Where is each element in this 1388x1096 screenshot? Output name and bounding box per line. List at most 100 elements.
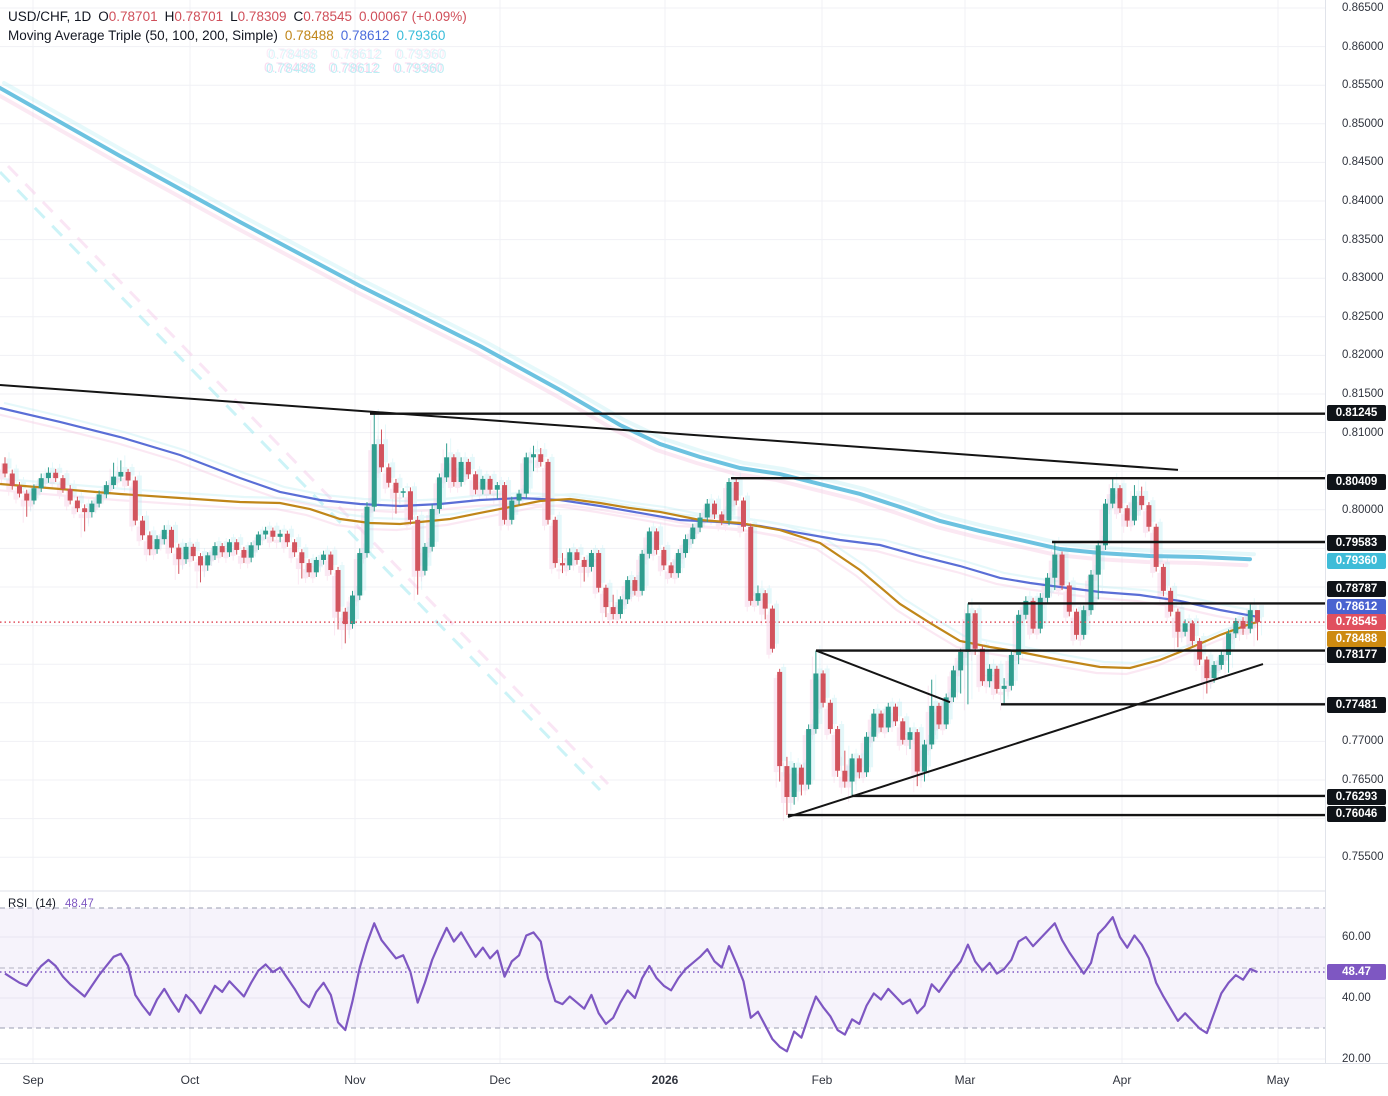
candle-down xyxy=(882,708,888,723)
candle-up xyxy=(397,497,403,499)
candle-down xyxy=(281,539,287,549)
candle-down xyxy=(897,701,903,717)
candle-down xyxy=(784,766,790,797)
candle-up xyxy=(281,528,287,532)
symbol-title[interactable]: USD/CHF, 1D xyxy=(8,9,92,24)
candle-up xyxy=(440,463,446,484)
diagonal-trendline[interactable] xyxy=(787,663,1264,818)
candle-up xyxy=(516,493,522,501)
candle-down xyxy=(578,547,584,555)
month-label-nov[interactable]: Nov xyxy=(344,1073,366,1087)
candle-up xyxy=(252,540,258,552)
candle-up xyxy=(1211,664,1217,679)
candle-up xyxy=(361,512,366,560)
ma-indicator-row[interactable]: Moving Average Triple (50, 100, 200, Sim… xyxy=(8,27,467,45)
candle-up xyxy=(1077,616,1083,641)
rsi-legend[interactable]: RSI (14) 48.47 xyxy=(8,898,94,910)
candle-down xyxy=(1201,636,1207,655)
sma200-line xyxy=(2,80,1256,557)
candle-down xyxy=(1172,585,1178,607)
candle-down xyxy=(1139,495,1145,506)
candle-up xyxy=(1114,483,1120,499)
candle-down xyxy=(1027,606,1033,635)
candle-up xyxy=(375,439,381,502)
price-tick-label: 0.85500 xyxy=(1342,79,1384,92)
sma100-line xyxy=(0,406,1259,619)
symbol-ohlc-row[interactable]: USD/CHF, 1D O0.78701 H0.78701 L0.78309 C… xyxy=(8,8,467,26)
candle-down xyxy=(462,467,468,481)
candle-down xyxy=(549,525,555,570)
candle-up xyxy=(248,545,254,558)
candle-up xyxy=(802,735,808,791)
candle-down xyxy=(306,563,312,573)
candle-down xyxy=(288,548,294,559)
candle-up xyxy=(694,523,700,534)
candle-down xyxy=(856,758,862,773)
candle-down xyxy=(824,708,830,736)
candle-up xyxy=(875,708,881,732)
candle-up xyxy=(111,476,117,486)
candle-up xyxy=(158,535,164,546)
candle-down xyxy=(658,526,664,545)
candle-down xyxy=(777,671,783,767)
candle-down xyxy=(773,603,779,644)
trendlines[interactable] xyxy=(0,383,1325,818)
month-label-may[interactable]: May xyxy=(1266,1073,1290,1087)
candle-down xyxy=(842,770,848,782)
month-label-feb[interactable]: Feb xyxy=(811,1073,833,1087)
candle-up xyxy=(867,719,873,743)
candle-up xyxy=(165,524,171,535)
candle-up xyxy=(929,705,935,745)
candle-up xyxy=(527,452,533,489)
candle-down xyxy=(846,765,852,777)
price-tick-label: 0.86000 xyxy=(1342,40,1384,53)
candle-up xyxy=(277,533,283,537)
candle-down xyxy=(6,458,12,469)
candle-down xyxy=(636,575,642,586)
candle-down xyxy=(245,544,251,553)
candle-up xyxy=(1005,680,1011,684)
candle-up xyxy=(1088,574,1094,611)
month-label-apr[interactable]: Apr xyxy=(1112,1073,1132,1087)
price-level-badge: 0.77481 xyxy=(1327,697,1386,713)
candle-up xyxy=(1218,654,1224,665)
candle-down xyxy=(328,554,334,571)
candle-up xyxy=(806,729,812,785)
candle-up xyxy=(154,539,160,550)
price-axis[interactable]: 0.86500 0.86000 0.85500 0.85000 0.84500 0.840… xyxy=(1325,0,1388,1065)
candle-down xyxy=(194,541,200,552)
candle-down xyxy=(1146,505,1152,527)
month-label-oct[interactable]: Oct xyxy=(180,1073,200,1087)
time-axis[interactable]: Sep Oct Nov Dec 2026 Feb Mar Apr May xyxy=(0,1063,1388,1096)
candle-down xyxy=(386,467,392,483)
candle-down xyxy=(194,562,200,572)
candle-down xyxy=(1175,611,1181,632)
candle-down xyxy=(940,700,946,720)
candle-down xyxy=(415,519,421,571)
candle-down xyxy=(16,485,22,494)
price-level-badge: 0.78488 xyxy=(1327,631,1386,647)
candle-down xyxy=(60,478,66,489)
candle-down xyxy=(144,515,150,531)
month-label-sep[interactable]: Sep xyxy=(22,1073,44,1087)
candle-down xyxy=(86,503,92,508)
month-label-dec[interactable]: Dec xyxy=(489,1073,511,1087)
month-label-mar[interactable]: Mar xyxy=(954,1073,976,1087)
candle-up xyxy=(520,463,526,500)
candle-down xyxy=(1056,560,1062,592)
candle-down xyxy=(1070,617,1076,641)
candle-up xyxy=(476,484,482,496)
candle-up xyxy=(353,559,359,602)
ma-indicator-title[interactable]: Moving Average Triple (50, 100, 200, Sim… xyxy=(8,28,278,43)
candle-down xyxy=(407,491,413,520)
candle-down xyxy=(447,463,453,489)
candle-up xyxy=(809,679,815,736)
candle-up xyxy=(639,553,645,591)
diagonal-trendline[interactable] xyxy=(0,383,1179,471)
month-label-2026[interactable]: 2026 xyxy=(651,1073,679,1087)
price-level-badge: 0.80409 xyxy=(1327,474,1386,490)
close-value: 0.78545 xyxy=(303,9,353,24)
diagonal-trendline[interactable] xyxy=(815,649,951,704)
candle-down xyxy=(473,474,479,490)
